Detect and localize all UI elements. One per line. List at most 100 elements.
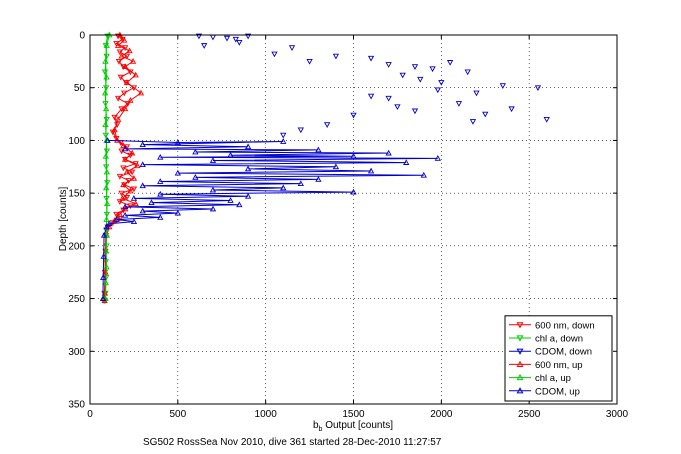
legend-item: chl a, down bbox=[509, 334, 583, 345]
data-point bbox=[100, 253, 107, 259]
x-tick-label: 0 bbox=[87, 409, 93, 420]
x-axis-label: bb Output [counts] bbox=[313, 420, 393, 433]
x-tick-label: 2500 bbox=[518, 409, 541, 420]
series-5 bbox=[99, 137, 441, 301]
data-point bbox=[157, 214, 164, 220]
data-point bbox=[306, 58, 313, 65]
data-point bbox=[297, 180, 304, 187]
data-point bbox=[114, 116, 122, 122]
legend-swatch-marker bbox=[516, 373, 524, 381]
data-point bbox=[438, 80, 445, 86]
x-axis-label-main: b bbox=[313, 420, 319, 431]
data-point bbox=[118, 52, 125, 59]
data-point bbox=[244, 33, 252, 40]
data-point bbox=[117, 74, 124, 81]
data-point bbox=[124, 101, 131, 107]
data-point bbox=[104, 200, 111, 207]
data-point bbox=[102, 279, 109, 286]
data-point bbox=[126, 47, 133, 54]
data-point bbox=[434, 155, 441, 161]
data-point bbox=[244, 143, 252, 150]
y-tick-label: 200 bbox=[68, 241, 85, 252]
grid bbox=[90, 35, 617, 404]
data-point bbox=[101, 289, 109, 296]
data-point bbox=[128, 149, 136, 156]
data-point bbox=[116, 210, 124, 217]
data-point bbox=[315, 176, 322, 182]
data-point bbox=[121, 105, 129, 112]
series-line bbox=[102, 139, 438, 299]
data-point bbox=[280, 184, 287, 191]
data-point bbox=[244, 192, 252, 199]
data-point bbox=[157, 190, 164, 197]
data-point bbox=[116, 49, 124, 56]
data-point bbox=[116, 173, 124, 180]
data-point bbox=[174, 169, 181, 176]
data-point bbox=[114, 95, 122, 102]
x-tick-label: 2000 bbox=[430, 409, 453, 420]
data-point bbox=[403, 159, 410, 165]
data-point bbox=[137, 89, 145, 96]
data-point bbox=[350, 188, 357, 195]
data-point bbox=[123, 168, 131, 175]
ticks: 0 500 1000 1500 2000 2500 3000 0 50 100 150 200 250 3… bbox=[68, 31, 628, 421]
data-point bbox=[157, 178, 164, 184]
legend-box bbox=[504, 315, 613, 402]
data-point bbox=[103, 168, 111, 175]
data-point bbox=[127, 97, 134, 103]
data-point bbox=[174, 209, 181, 216]
data-point bbox=[236, 40, 243, 46]
data-point bbox=[111, 126, 118, 133]
data-point bbox=[534, 85, 542, 92]
data-point bbox=[101, 89, 109, 96]
data-point bbox=[139, 182, 146, 189]
data-point bbox=[103, 216, 110, 222]
legend-swatch-marker bbox=[516, 360, 524, 367]
data-point bbox=[100, 231, 108, 238]
data-point bbox=[232, 36, 239, 43]
data-point bbox=[139, 161, 146, 168]
data-point bbox=[297, 127, 304, 134]
data-point bbox=[157, 153, 164, 160]
data-point bbox=[446, 60, 454, 66]
data-point bbox=[332, 163, 340, 170]
data-point bbox=[350, 112, 357, 119]
legend-item: CDOM, up bbox=[509, 386, 580, 397]
data-point bbox=[111, 114, 118, 121]
data-point bbox=[280, 138, 287, 144]
data-point bbox=[227, 151, 234, 158]
legend-swatch-marker bbox=[516, 335, 524, 342]
data-point bbox=[132, 71, 139, 78]
legend-swatch-marker bbox=[516, 348, 524, 355]
y-tick-label: 150 bbox=[68, 189, 85, 200]
data-point bbox=[385, 62, 392, 68]
data-point bbox=[201, 43, 208, 49]
data-point bbox=[367, 55, 375, 62]
data-point bbox=[209, 157, 217, 163]
data-point bbox=[350, 152, 357, 159]
data-point bbox=[104, 137, 111, 143]
data-point bbox=[129, 58, 137, 64]
y-tick-label: 50 bbox=[74, 83, 86, 94]
data-point bbox=[139, 207, 146, 214]
y-tick-label: 0 bbox=[79, 31, 85, 42]
data-point bbox=[120, 165, 127, 172]
data-point bbox=[323, 122, 331, 128]
data-point bbox=[120, 64, 127, 70]
legend-label: 600 nm, down bbox=[535, 320, 595, 331]
data-point bbox=[244, 165, 252, 172]
data-point bbox=[99, 295, 107, 301]
data-point bbox=[434, 87, 441, 94]
legend: 600 nm, down chl a, down CDOM, down 600 nm,… bbox=[504, 315, 613, 402]
data-point bbox=[174, 139, 181, 145]
data-point bbox=[123, 79, 131, 85]
data-point bbox=[332, 53, 340, 60]
x-axis-label-sub: b bbox=[319, 426, 323, 433]
data-point bbox=[114, 42, 122, 48]
data-point bbox=[130, 186, 138, 193]
data-point bbox=[411, 64, 419, 70]
data-point bbox=[192, 174, 199, 180]
data-point bbox=[102, 184, 110, 191]
data-point bbox=[100, 274, 107, 280]
